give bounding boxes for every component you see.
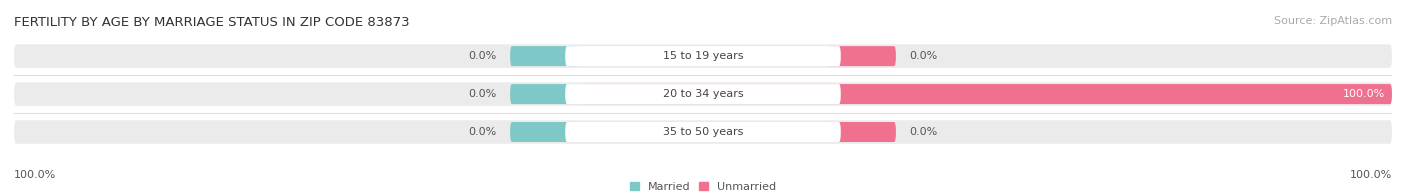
Text: 100.0%: 100.0% — [1350, 170, 1392, 180]
Text: 0.0%: 0.0% — [910, 51, 938, 61]
FancyBboxPatch shape — [14, 82, 1392, 106]
Text: Source: ZipAtlas.com: Source: ZipAtlas.com — [1274, 16, 1392, 26]
FancyBboxPatch shape — [14, 44, 1392, 68]
Text: FERTILITY BY AGE BY MARRIAGE STATUS IN ZIP CODE 83873: FERTILITY BY AGE BY MARRIAGE STATUS IN Z… — [14, 16, 409, 29]
FancyBboxPatch shape — [510, 46, 579, 66]
Text: 0.0%: 0.0% — [468, 127, 496, 137]
Text: 35 to 50 years: 35 to 50 years — [662, 127, 744, 137]
FancyBboxPatch shape — [565, 122, 841, 142]
Legend: Married, Unmarried: Married, Unmarried — [630, 182, 776, 192]
FancyBboxPatch shape — [510, 84, 579, 104]
FancyBboxPatch shape — [565, 46, 841, 66]
FancyBboxPatch shape — [565, 84, 841, 104]
FancyBboxPatch shape — [827, 122, 896, 142]
Text: 0.0%: 0.0% — [910, 127, 938, 137]
Text: 100.0%: 100.0% — [14, 170, 56, 180]
Text: 20 to 34 years: 20 to 34 years — [662, 89, 744, 99]
Text: 100.0%: 100.0% — [1343, 89, 1385, 99]
Text: 0.0%: 0.0% — [468, 51, 496, 61]
Text: 15 to 19 years: 15 to 19 years — [662, 51, 744, 61]
FancyBboxPatch shape — [827, 46, 896, 66]
FancyBboxPatch shape — [14, 120, 1392, 144]
Text: 0.0%: 0.0% — [468, 89, 496, 99]
FancyBboxPatch shape — [579, 84, 1392, 104]
FancyBboxPatch shape — [510, 122, 579, 142]
